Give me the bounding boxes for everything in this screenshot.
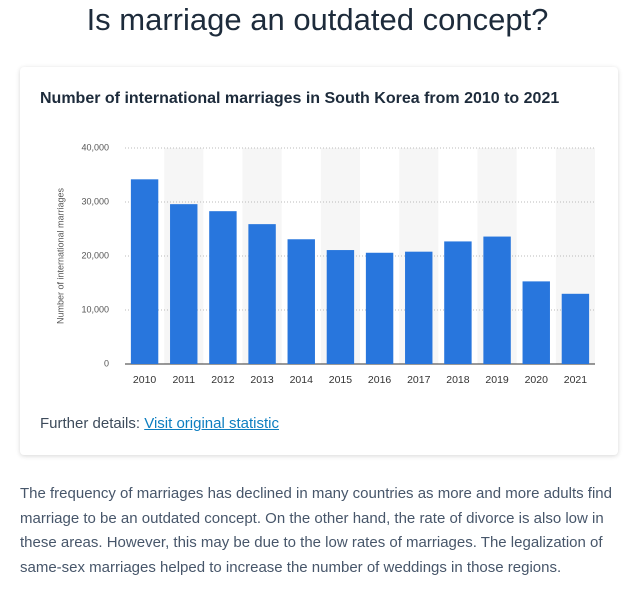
y-axis-label: Number of international marriages — [55, 187, 65, 324]
x-tick-label: 2016 — [368, 374, 392, 386]
y-tick-label: 10,000 — [81, 304, 109, 314]
x-tick-label: 2019 — [485, 374, 509, 386]
bar — [365, 252, 394, 364]
bar — [405, 251, 433, 364]
bar — [130, 179, 159, 364]
chart-card: Number of international marriages in Sou… — [20, 67, 618, 455]
bar — [326, 250, 355, 364]
x-tick-label: 2011 — [172, 374, 195, 386]
x-tick-label: 2015 — [329, 374, 353, 386]
y-tick-label: 0 — [104, 358, 109, 368]
y-tick-label: 20,000 — [81, 250, 109, 260]
x-tick-label: 2017 — [407, 374, 431, 386]
x-tick-label: 2010 — [133, 374, 157, 386]
y-tick-label: 30,000 — [81, 196, 109, 206]
x-tick-label: 2013 — [250, 374, 274, 386]
heading: Is marriage an outdated concept? — [86, 2, 549, 37]
bar — [444, 241, 472, 364]
bar — [209, 211, 237, 364]
bar — [483, 236, 511, 364]
details-prefix: Further details: — [40, 415, 141, 432]
bar — [248, 224, 276, 364]
x-tick-label: 2018 — [446, 374, 470, 386]
x-tick-label: 2021 — [564, 374, 588, 386]
x-tick-label: 2014 — [290, 374, 314, 386]
x-tick-label: 2012 — [211, 374, 235, 386]
x-tick-label: 2020 — [525, 374, 549, 386]
chart-title: Number of international marriages in Sou… — [40, 90, 559, 107]
bar — [561, 293, 590, 364]
paragraph: The frequency of marriages has declined … — [20, 485, 612, 576]
bar — [287, 239, 315, 364]
bar — [170, 204, 198, 364]
bar — [522, 281, 550, 364]
details-link[interactable]: Visit original statistic — [144, 415, 279, 432]
chart: Number of international marriages in Sou… — [40, 90, 595, 386]
y-tick-label: 40,000 — [81, 142, 109, 152]
details: Further details: Visit original statisti… — [40, 415, 279, 432]
